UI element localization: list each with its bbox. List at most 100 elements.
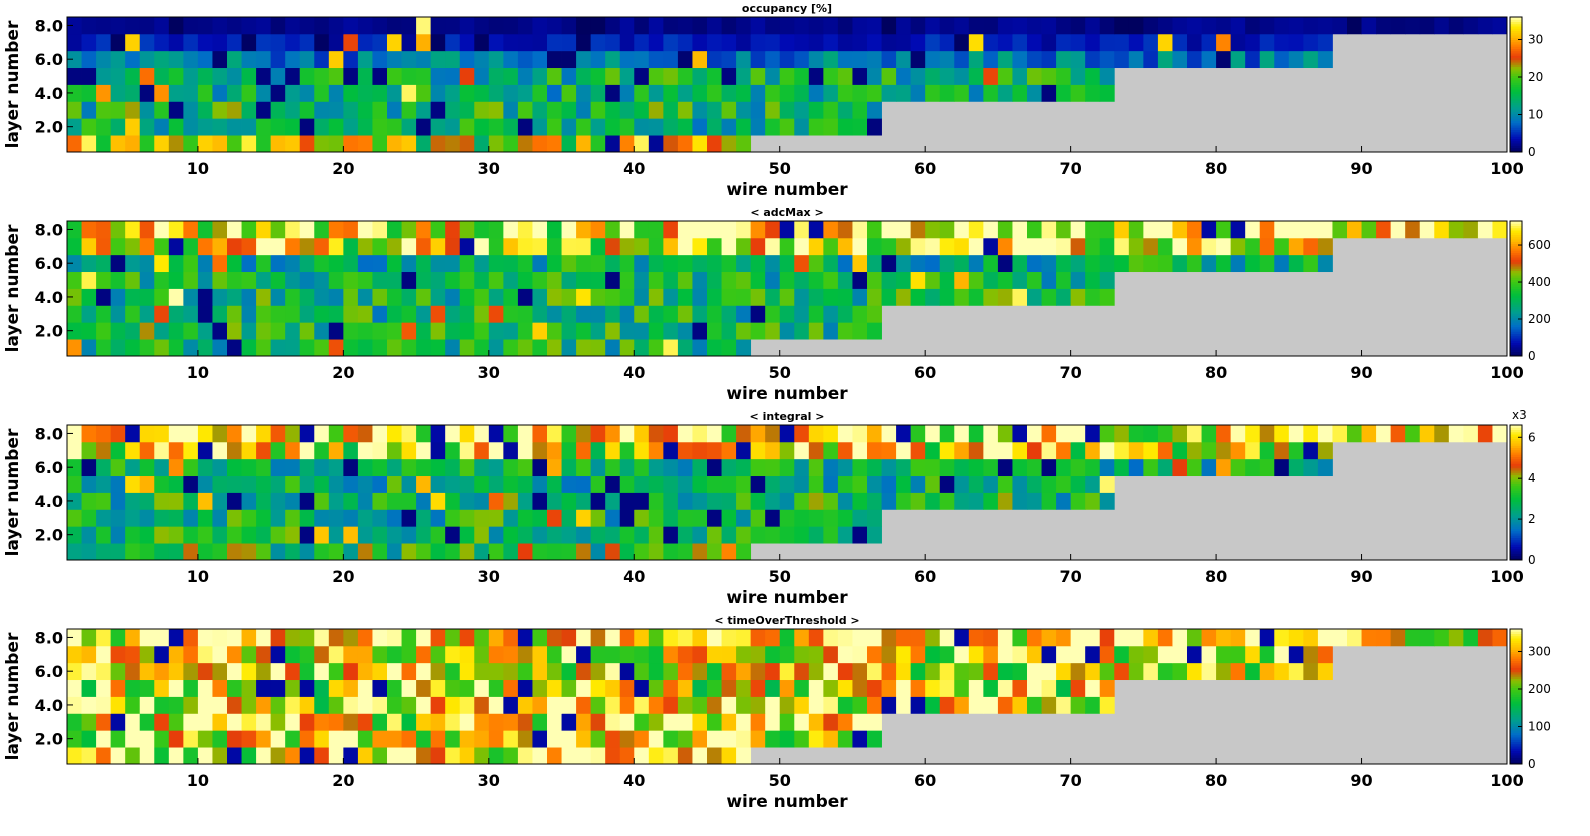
heatmap-cell: [561, 526, 577, 544]
heatmap-cell: [328, 221, 344, 239]
colorbar-segment: [1510, 447, 1522, 451]
heatmap-cell: [81, 458, 97, 477]
colorbar-tick-label: 300: [1528, 645, 1551, 659]
heatmap-cell: [96, 679, 112, 697]
heatmap-cell: [430, 322, 446, 340]
heatmap-cell: [81, 730, 97, 748]
heatmap-cell: [619, 67, 635, 85]
heatmap-cell: [881, 271, 897, 289]
heatmap-cell: [1303, 221, 1319, 239]
heatmap-cell: [285, 339, 301, 357]
heatmap-cell: [154, 237, 170, 256]
heatmap-cell: [1448, 17, 1464, 35]
heatmap-cell: [896, 696, 912, 714]
heatmap-cell: [270, 33, 286, 52]
heatmap-cell: [387, 509, 402, 527]
heatmap-cell: [474, 33, 490, 52]
heatmap-cell: [1274, 33, 1290, 52]
heatmap-cell: [168, 221, 184, 239]
heatmap-cell: [343, 254, 359, 273]
colorbar-segment: [1510, 687, 1522, 691]
heatmap-cell: [779, 713, 795, 731]
heatmap-cell: [677, 543, 693, 561]
colorbar-segment: [1510, 102, 1522, 106]
heatmap-cell: [750, 696, 766, 714]
heatmap-cell: [139, 425, 155, 443]
heatmap-cell: [125, 526, 141, 544]
heatmap-cell: [561, 458, 577, 477]
heatmap-cell: [474, 339, 490, 357]
colorbar-segment: [1510, 649, 1522, 652]
heatmap-cell: [1157, 458, 1173, 477]
heatmap-cell: [416, 713, 432, 731]
heatmap-cell: [1317, 629, 1333, 647]
heatmap-cell: [721, 221, 737, 239]
heatmap-cell: [488, 339, 504, 357]
heatmap-cell: [576, 339, 592, 357]
heatmap-cell: [1172, 254, 1188, 273]
heatmap-cell: [852, 458, 868, 477]
heatmap-cell: [474, 696, 490, 714]
heatmap-cell: [1012, 662, 1028, 681]
heatmap-cell: [299, 33, 315, 52]
heatmap-cell: [837, 425, 853, 443]
heatmap-cell: [503, 84, 519, 102]
heatmap-cell: [96, 747, 112, 765]
heatmap-cell: [416, 254, 432, 273]
heatmap-cell: [605, 713, 621, 731]
heatmap-cell: [1187, 458, 1202, 477]
heatmap-cell: [357, 526, 373, 544]
heatmap-cell: [619, 101, 635, 119]
colorbar-segment: [1510, 120, 1522, 124]
heatmap-cell: [154, 322, 170, 340]
colorbar-segment: [1510, 59, 1522, 63]
heatmap-cell: [648, 339, 664, 357]
heatmap-cell: [881, 17, 897, 35]
heatmap-cell: [227, 543, 242, 561]
heatmap-cell: [488, 441, 504, 460]
heatmap-cell: [299, 101, 315, 119]
heatmap-cell: [285, 713, 301, 731]
heatmap-cell: [183, 118, 199, 136]
heatmap-cell: [328, 271, 344, 289]
heatmap-cell: [736, 118, 752, 136]
colorbar-segment: [1510, 57, 1522, 61]
heatmap-cell: [721, 254, 737, 273]
heatmap-cell: [401, 84, 417, 102]
heatmap-cell: [576, 271, 592, 289]
heatmap-cell: [590, 67, 606, 85]
heatmap-cell: [750, 17, 766, 35]
heatmap-cell: [387, 67, 402, 85]
heatmap-cell: [619, 425, 635, 443]
heatmap-cell: [256, 17, 272, 35]
heatmap-cell: [227, 492, 242, 510]
colorbar-segment: [1510, 268, 1522, 271]
heatmap-cell: [125, 492, 141, 510]
plot-frame: [66, 16, 1508, 153]
heatmap-cell: [517, 543, 533, 561]
heatmap-cell: [445, 33, 461, 52]
heatmap-cell: [110, 67, 126, 85]
heatmap-cell: [197, 696, 213, 714]
heatmap-cell: [416, 135, 432, 153]
heatmap-cell: [954, 696, 970, 714]
x-axis-label: wire number: [726, 792, 848, 812]
heatmap-cell: [663, 696, 679, 714]
heatmap-cell: [925, 221, 941, 239]
heatmap-cell: [270, 221, 286, 239]
heatmap-cell: [416, 221, 432, 239]
heatmap-cell: [532, 679, 548, 697]
heatmap-cell: [299, 237, 315, 256]
heatmap-cell: [445, 67, 461, 85]
heatmap-cell: [212, 118, 228, 136]
heatmap-cell: [532, 425, 548, 443]
heatmap-cell: [677, 696, 693, 714]
x-tick-label: 40: [623, 567, 645, 586]
heatmap-cell: [1041, 271, 1057, 289]
heatmap-cell: [1216, 629, 1232, 647]
heatmap-cell: [1027, 288, 1042, 306]
heatmap-cell: [125, 747, 141, 765]
heatmap-cell: [794, 221, 810, 239]
heatmap-cell: [314, 322, 330, 340]
heatmap-cell: [445, 305, 461, 323]
